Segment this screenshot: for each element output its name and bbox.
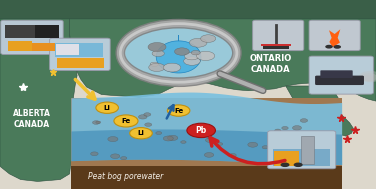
Text: Pb: Pb: [196, 126, 207, 135]
Circle shape: [114, 115, 138, 127]
Circle shape: [149, 63, 165, 71]
Circle shape: [185, 53, 199, 60]
Circle shape: [208, 137, 212, 139]
Circle shape: [144, 113, 151, 116]
Text: Fe: Fe: [174, 108, 183, 114]
Circle shape: [167, 135, 178, 141]
Circle shape: [325, 45, 333, 49]
Bar: [8, 41, 32, 51]
FancyBboxPatch shape: [268, 131, 336, 169]
Circle shape: [205, 138, 214, 143]
Polygon shape: [286, 86, 353, 136]
Bar: [71, 166, 342, 189]
Circle shape: [121, 156, 127, 160]
Circle shape: [334, 45, 341, 49]
Circle shape: [111, 154, 120, 159]
Circle shape: [274, 129, 281, 132]
Circle shape: [187, 123, 215, 138]
Circle shape: [167, 105, 190, 116]
Polygon shape: [71, 93, 342, 165]
FancyBboxPatch shape: [253, 20, 304, 51]
Circle shape: [262, 146, 268, 149]
Circle shape: [361, 73, 376, 81]
Circle shape: [96, 121, 101, 124]
Circle shape: [294, 163, 303, 167]
Circle shape: [96, 102, 118, 113]
Circle shape: [108, 136, 118, 142]
Text: ONTARIO
CANADA: ONTARIO CANADA: [250, 54, 292, 74]
Bar: [57, 58, 104, 68]
Circle shape: [181, 141, 186, 143]
Circle shape: [312, 143, 319, 146]
Bar: [263, 46, 289, 49]
Polygon shape: [0, 19, 77, 181]
FancyBboxPatch shape: [315, 76, 364, 85]
Bar: [301, 136, 314, 164]
Circle shape: [145, 123, 152, 126]
Circle shape: [300, 119, 308, 122]
Circle shape: [201, 35, 216, 42]
Bar: [274, 151, 299, 166]
Bar: [71, 98, 342, 189]
Circle shape: [120, 24, 237, 82]
Polygon shape: [70, 19, 376, 101]
FancyBboxPatch shape: [50, 38, 110, 70]
Circle shape: [217, 143, 223, 145]
Circle shape: [138, 115, 147, 119]
Circle shape: [130, 132, 138, 136]
Circle shape: [280, 163, 290, 167]
Bar: [273, 149, 330, 166]
Bar: [55, 43, 103, 57]
Circle shape: [92, 121, 100, 124]
Circle shape: [163, 136, 173, 141]
Circle shape: [152, 50, 164, 57]
Circle shape: [248, 142, 258, 147]
Polygon shape: [71, 129, 342, 165]
Circle shape: [148, 43, 166, 52]
Text: Li: Li: [138, 130, 144, 136]
Circle shape: [183, 57, 200, 65]
Text: ALBERTA
CANADA: ALBERTA CANADA: [13, 109, 51, 129]
Circle shape: [191, 50, 200, 55]
FancyBboxPatch shape: [309, 56, 373, 94]
Circle shape: [299, 146, 308, 150]
FancyBboxPatch shape: [320, 70, 353, 78]
FancyBboxPatch shape: [309, 20, 360, 51]
Text: Fe: Fe: [121, 118, 130, 124]
Circle shape: [174, 48, 190, 55]
Circle shape: [293, 126, 302, 130]
Circle shape: [190, 38, 207, 47]
Polygon shape: [329, 29, 340, 47]
Bar: [0, 0, 376, 19]
Circle shape: [272, 145, 277, 148]
Circle shape: [362, 75, 373, 81]
Text: Li: Li: [104, 105, 111, 111]
Circle shape: [130, 128, 152, 139]
Circle shape: [230, 153, 236, 157]
Circle shape: [163, 63, 181, 72]
Bar: [5, 25, 35, 38]
Text: Peat bog porewater: Peat bog porewater: [88, 172, 164, 181]
Bar: [32, 43, 55, 51]
Circle shape: [359, 71, 376, 82]
Circle shape: [282, 126, 288, 130]
Circle shape: [204, 153, 214, 157]
Circle shape: [197, 51, 215, 60]
Circle shape: [156, 132, 162, 135]
FancyBboxPatch shape: [1, 20, 63, 54]
Circle shape: [150, 62, 159, 67]
Circle shape: [91, 152, 98, 156]
Bar: [261, 44, 291, 46]
Bar: [56, 44, 79, 55]
Polygon shape: [156, 35, 201, 73]
Bar: [5, 25, 59, 38]
